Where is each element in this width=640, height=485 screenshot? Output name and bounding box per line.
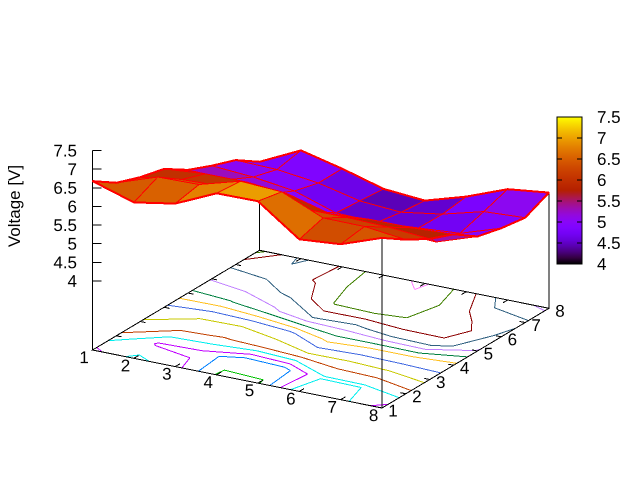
svg-text:1: 1 xyxy=(388,401,397,420)
svg-text:8: 8 xyxy=(369,406,378,425)
svg-text:8: 8 xyxy=(555,302,564,321)
svg-text:4: 4 xyxy=(203,373,212,392)
svg-text:7: 7 xyxy=(531,316,540,335)
svg-text:5: 5 xyxy=(597,213,606,232)
svg-text:6.5: 6.5 xyxy=(597,150,621,169)
svg-text:6: 6 xyxy=(286,389,295,408)
svg-text:1: 1 xyxy=(79,348,88,367)
svg-text:5.5: 5.5 xyxy=(53,216,77,235)
svg-text:Voltage [V]: Voltage [V] xyxy=(5,165,24,247)
svg-text:3: 3 xyxy=(162,365,171,384)
svg-text:7.5: 7.5 xyxy=(53,141,77,160)
svg-text:2: 2 xyxy=(121,356,130,375)
svg-text:6.5: 6.5 xyxy=(53,179,77,198)
svg-text:7: 7 xyxy=(327,398,336,417)
svg-text:6: 6 xyxy=(68,197,77,216)
svg-text:4.5: 4.5 xyxy=(597,234,621,253)
svg-text:2: 2 xyxy=(412,387,421,406)
svg-text:5: 5 xyxy=(245,381,254,400)
svg-text:7: 7 xyxy=(597,129,606,148)
svg-text:4: 4 xyxy=(597,255,606,274)
svg-text:7.5: 7.5 xyxy=(597,108,621,127)
svg-text:4: 4 xyxy=(460,359,469,378)
svg-text:6: 6 xyxy=(597,171,606,190)
svg-text:7: 7 xyxy=(68,160,77,179)
svg-text:5: 5 xyxy=(484,344,493,363)
svg-text:3: 3 xyxy=(436,373,445,392)
svg-text:4: 4 xyxy=(68,272,77,291)
svg-text:5.5: 5.5 xyxy=(597,192,621,211)
svg-text:5: 5 xyxy=(68,235,77,254)
svg-text:6: 6 xyxy=(508,330,517,349)
svg-text:4.5: 4.5 xyxy=(53,253,77,272)
